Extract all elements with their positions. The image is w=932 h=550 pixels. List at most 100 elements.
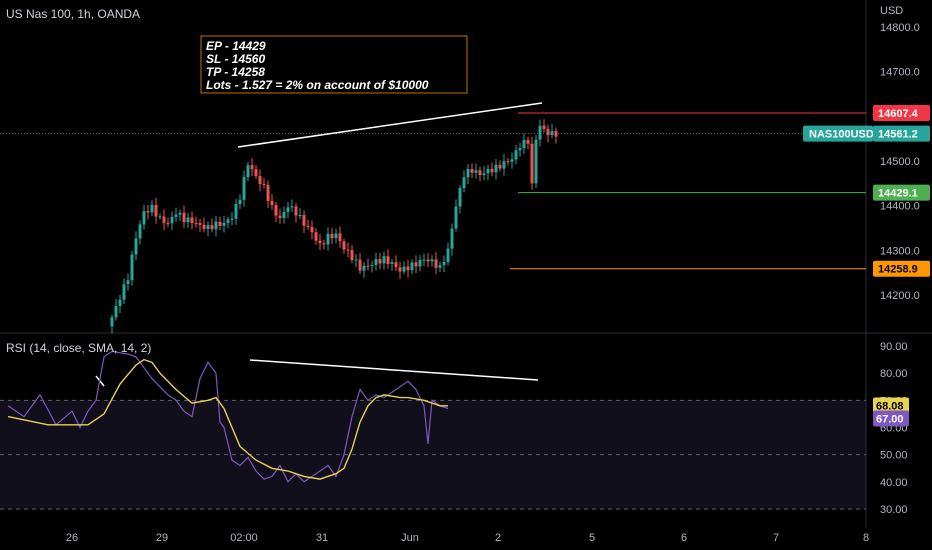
candle-body xyxy=(538,125,542,140)
price-tags: 14607.4 NAS100USD 14561.2 14429.1 14258.9 xyxy=(803,105,930,277)
symbol-tag-bg xyxy=(803,125,873,142)
candle-body xyxy=(418,259,422,267)
candle-body xyxy=(334,233,338,239)
candle-body xyxy=(486,168,490,174)
candle-body xyxy=(406,266,410,271)
price-trendline[interactable] xyxy=(237,102,543,148)
time-tick-label: 2 xyxy=(495,532,501,544)
candle-body xyxy=(190,217,194,224)
candle-body xyxy=(338,233,342,242)
candle-body xyxy=(254,169,258,177)
candle-body xyxy=(150,204,154,213)
candle-body xyxy=(554,131,558,137)
candle-body xyxy=(310,226,314,233)
price-tag-stop-loss: 14607.4 xyxy=(878,108,919,120)
price-tag-bg xyxy=(873,184,930,201)
price-tick-label: 14400.0 xyxy=(880,201,920,213)
candle-body xyxy=(422,259,426,261)
time-axis[interactable]: 26 29 02:00 31 Jun 2 5 6 7 8 xyxy=(66,532,869,544)
candle-body xyxy=(394,262,398,268)
candle-body xyxy=(370,265,374,267)
time-tick-label: 7 xyxy=(773,532,779,544)
rsi-title[interactable]: RSI (14, close, SMA, 14, 2) xyxy=(6,341,151,355)
candle-body xyxy=(250,165,254,170)
candle-body xyxy=(326,233,330,245)
candle-body xyxy=(294,206,298,216)
price-tick-label: 14300.0 xyxy=(880,245,920,257)
currency-label[interactable]: USD xyxy=(880,5,903,17)
time-tick-label: 31 xyxy=(316,532,328,544)
candle-body xyxy=(398,267,402,272)
candle-body xyxy=(130,254,134,281)
rsi-tick-label: 80.00 xyxy=(880,368,908,380)
candle-body xyxy=(506,161,510,163)
candle-body xyxy=(226,219,230,223)
symbol-title[interactable]: US Nas 100, 1h, OANDA xyxy=(6,7,140,21)
candle-body xyxy=(314,232,318,241)
candle-body xyxy=(374,259,378,266)
candle-body xyxy=(354,259,358,261)
candle-body xyxy=(426,259,430,262)
rsi-trendline[interactable] xyxy=(249,359,539,381)
rsi-tick-label: 90.00 xyxy=(880,341,908,353)
candle-body xyxy=(446,248,450,262)
candle-body xyxy=(242,177,246,200)
rsi-tag-bg xyxy=(873,410,909,427)
time-tick-label: 8 xyxy=(863,532,869,544)
time-tick-label: Jun xyxy=(401,532,419,544)
rsi-tick-label: 30.00 xyxy=(880,504,908,516)
candle-body xyxy=(366,265,370,267)
candle-body xyxy=(438,265,442,268)
candle-body xyxy=(546,128,550,136)
candle-body xyxy=(434,259,438,268)
candle-body xyxy=(306,225,310,227)
rsi-tag-bg xyxy=(873,397,909,414)
candle-body xyxy=(182,212,186,223)
candle-body xyxy=(210,225,214,230)
candle-body xyxy=(234,203,238,219)
candle-body xyxy=(318,240,322,244)
candle-body xyxy=(342,241,346,250)
candle-body xyxy=(186,217,190,223)
candle-body xyxy=(362,265,366,271)
candle-body xyxy=(346,249,350,251)
candle-body xyxy=(390,262,394,265)
candle-body xyxy=(206,225,210,229)
candle-body xyxy=(118,299,122,306)
candle-body xyxy=(550,131,554,136)
candle-body xyxy=(482,173,486,176)
candle-body xyxy=(218,221,222,226)
candle-body xyxy=(114,305,118,318)
rsi-tick-label: 50.00 xyxy=(880,450,908,462)
candle-body xyxy=(454,206,458,229)
price-tag-bg xyxy=(873,125,930,142)
candle-body xyxy=(154,204,158,217)
candle-body xyxy=(514,150,518,160)
trade-annotation[interactable]: EP - 14429 SL - 14560 TP - 14258 Lots - … xyxy=(200,35,468,94)
candle-body xyxy=(490,168,494,173)
candle-body xyxy=(350,250,354,261)
annotation-sl: SL - 14560 xyxy=(206,52,265,66)
candle-body xyxy=(386,256,390,265)
candle-body xyxy=(498,165,502,169)
candle-body xyxy=(526,140,530,144)
candle-body xyxy=(330,233,334,239)
price-tick-label: 14200.0 xyxy=(880,290,920,302)
rsi-tag-value: 67.00 xyxy=(876,413,904,425)
candle-body xyxy=(134,238,138,255)
candle-body xyxy=(194,223,198,225)
annotation-lots: Lots - 1.527 = 2% on account of $10000 xyxy=(206,78,429,92)
candle-body xyxy=(202,224,206,229)
candle-body xyxy=(442,261,446,266)
candle-body xyxy=(494,165,498,173)
symbol-tag-label: NAS100USD xyxy=(809,129,874,141)
time-tick-label: 6 xyxy=(681,532,687,544)
candle-body xyxy=(510,159,514,162)
candle-body xyxy=(502,161,506,169)
candle-body xyxy=(474,170,478,173)
candle-body xyxy=(278,215,282,219)
candle-body xyxy=(258,176,262,185)
candle-body xyxy=(174,214,178,217)
